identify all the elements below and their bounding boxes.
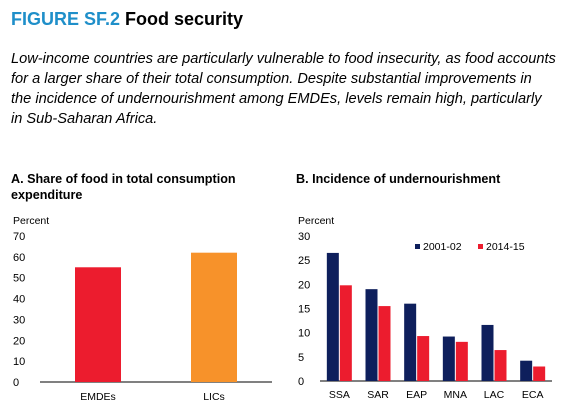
panel-b-legend-label: 2001-02 — [423, 241, 462, 253]
panel-b-x-tick-label: SSA — [329, 389, 350, 401]
panel-b-x-tick-label: ECA — [522, 389, 544, 401]
panel-b-legend-swatch — [478, 244, 483, 249]
panel-a-y-tick-label: 60 — [13, 252, 25, 264]
panel-b-y-tick-label: 0 — [298, 376, 304, 388]
figure-subtitle: Low-income countries are particularly vu… — [11, 51, 556, 127]
panel-a-title: A. Share of food in total consumption ex… — [11, 172, 236, 202]
panel-b-x-tick-label: LAC — [484, 389, 505, 401]
panel-a-x-tick-label: LICs — [203, 391, 225, 403]
panel-a-y-tick-label: 40 — [13, 294, 25, 306]
panel-b-x-tick-label: SAR — [367, 389, 389, 401]
panel-b-y-tick-label: 5 — [298, 352, 304, 364]
panel-a-bar-lics — [191, 252, 237, 382]
panel-b-bar-eca-2001-02 — [520, 360, 533, 381]
panel-b-bar-eap-2001-02 — [404, 303, 417, 381]
panel-b-bar-sar-2001-02 — [365, 289, 378, 381]
figure-title: FIGURE SF.2 Food security — [11, 9, 243, 30]
figure-label: FIGURE SF.2 — [11, 9, 121, 29]
panel-b-y-tick-label: 25 — [298, 255, 310, 267]
figure-name: Food security — [125, 9, 244, 29]
panel-b-bar-eap-2014-15 — [417, 336, 430, 381]
panel-b-y-axis-label: Percent — [298, 215, 334, 227]
panel-b-y-tick-label: 20 — [298, 279, 310, 291]
panel-b-bar-ssa-2014-15 — [339, 285, 352, 381]
panel-b-legend-swatch — [415, 244, 420, 249]
panel-a-y-tick-label: 50 — [13, 273, 25, 285]
panel-b-x-tick-label: EAP — [406, 389, 427, 401]
panel-b-title: B. Incidence of undernourishment — [296, 172, 501, 186]
panel-a-y-tick-label: 70 — [13, 231, 25, 243]
panel-b-bar-mna-2014-15 — [455, 341, 468, 381]
panel-b-bar-lac-2001-02 — [481, 324, 494, 381]
panel-b-bar-lac-2014-15 — [494, 350, 507, 381]
panel-b-x-tick-label: MNA — [444, 389, 467, 401]
panel-a-y-tick-label: 0 — [13, 377, 19, 389]
panel-b-bar-sar-2014-15 — [378, 306, 391, 381]
panel-a-bar-emdes — [75, 267, 121, 382]
panel-a-y-tick-label: 30 — [13, 314, 25, 326]
panel-b-bar-eca-2014-15 — [533, 366, 546, 381]
panel-b-bar-mna-2001-02 — [442, 336, 455, 381]
panel-b-y-tick-label: 30 — [298, 231, 310, 243]
panel-b-y-tick-label: 10 — [298, 328, 310, 340]
panel-b-legend-label: 2014-15 — [486, 241, 525, 253]
panel-a-y-tick-label: 10 — [13, 356, 25, 368]
panel-b-y-tick-label: 15 — [298, 304, 310, 316]
panel-a-y-tick-label: 20 — [13, 335, 25, 347]
panel-a-y-axis-label: Percent — [13, 215, 49, 227]
panel-b-bar-ssa-2001-02 — [326, 252, 339, 381]
panel-a-x-tick-label: EMDEs — [80, 391, 116, 403]
